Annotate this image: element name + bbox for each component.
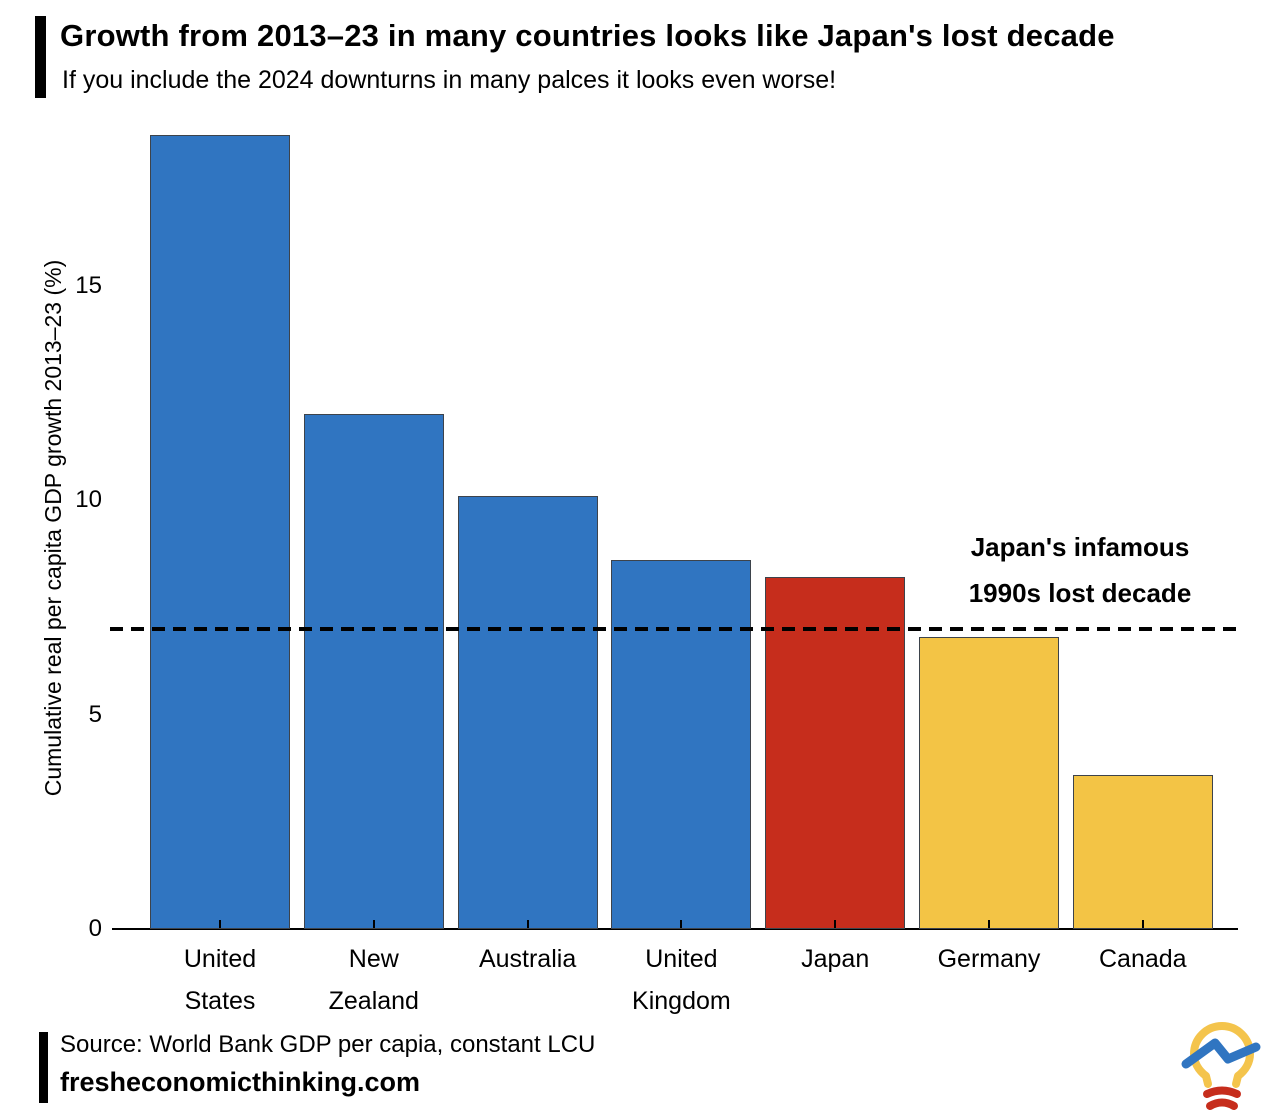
- bar-united-states: [150, 135, 290, 929]
- annotation-line-2: 1990s lost decade: [968, 578, 1192, 608]
- annotation-line-1: Japan's infamous: [970, 532, 1190, 562]
- bar-germany: [919, 637, 1059, 929]
- x-tick-mark-new-zealand: [372, 920, 375, 928]
- chart-title: Growth from 2013–23 in many countries lo…: [60, 18, 1115, 53]
- x-label-australia: Australia: [478, 945, 577, 973]
- fresh-economic-thinking-lightbulb-logo: [1181, 1022, 1261, 1110]
- x-label-canada: Canada: [1099, 945, 1187, 973]
- x-tick-mark-united-kingdom: [680, 920, 683, 928]
- x-label-japan: Japan: [801, 945, 870, 973]
- x-tick-mark-australia: [526, 920, 529, 928]
- bulb-base-stroke-bottom: [1206, 1098, 1238, 1110]
- footer-accent-bar: [39, 1032, 48, 1103]
- x-tick-mark-germany: [988, 920, 990, 928]
- title-accent-bar: [35, 16, 46, 98]
- y-tick-0: 0: [88, 915, 102, 942]
- reference-line-annotation: Japan's infamous 1990s lost decade: [930, 524, 1230, 616]
- bar-united-kingdom: [611, 560, 752, 929]
- x-tick-mark-united-states: [219, 920, 221, 928]
- zigzag-chart-line-icon: [1181, 1038, 1261, 1069]
- bar-new-zealand: [303, 414, 444, 929]
- y-tick-10: 10: [75, 486, 102, 514]
- x-tick-mark-canada: [1141, 920, 1144, 928]
- chart-subtitle: If you include the 2024 downturns in man…: [62, 66, 837, 94]
- source-credit: Source: World Bank GDP per capia, consta…: [60, 1031, 596, 1058]
- japan-lost-decade-reference-line: [110, 626, 1241, 631]
- x-tick-mark-japan: [834, 920, 837, 928]
- x-label-united-kingdom: United Kingdom: [632, 945, 731, 1015]
- bulb-base-stroke-top: [1203, 1086, 1241, 1098]
- website-url: fresheconomicthinking.com: [60, 1067, 421, 1097]
- y-tick-15: 15: [75, 271, 102, 299]
- x-label-united-states: United States: [183, 945, 257, 1015]
- x-label-new-zealand: New Zealand: [328, 945, 419, 1015]
- bar-canada: [1072, 774, 1213, 929]
- bar-australia: [457, 495, 598, 929]
- y-tick-5: 5: [88, 700, 102, 728]
- x-axis-line: [112, 928, 1238, 930]
- bar-japan: [765, 577, 906, 929]
- x-label-germany: Germany: [937, 945, 1041, 973]
